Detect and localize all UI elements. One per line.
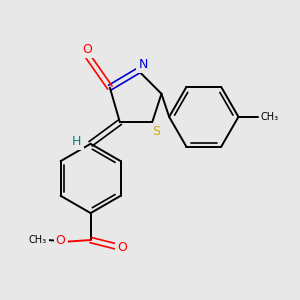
Text: O: O: [82, 43, 92, 56]
Text: CH₃: CH₃: [261, 112, 279, 122]
Text: H: H: [72, 135, 81, 148]
Text: O: O: [117, 241, 127, 254]
Text: CH₃: CH₃: [28, 235, 46, 245]
Text: N: N: [138, 58, 148, 71]
Text: S: S: [152, 125, 160, 138]
Text: O: O: [56, 233, 65, 247]
